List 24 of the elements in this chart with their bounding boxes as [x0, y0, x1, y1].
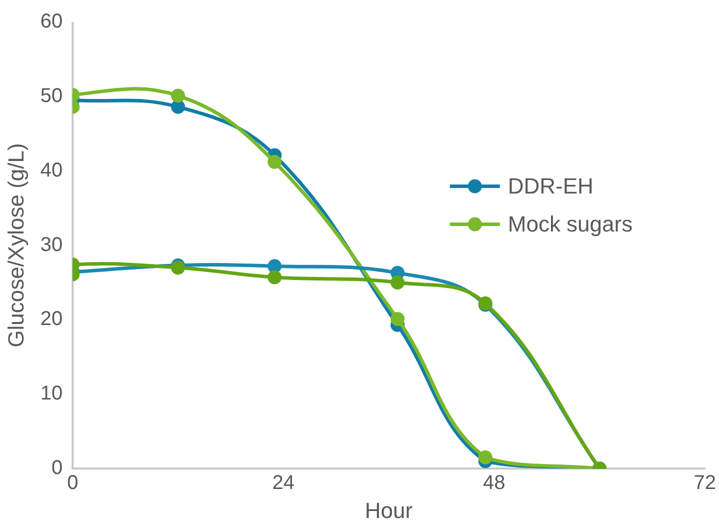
legend-label: Mock sugars [508, 211, 633, 236]
point [171, 100, 186, 114]
point [390, 312, 405, 326]
point [268, 259, 282, 274]
point [268, 154, 282, 169]
x-tick-label: 72 [694, 472, 716, 494]
y-tick-label: 40 [40, 159, 63, 182]
point [478, 450, 492, 464]
legend-label: DDR-EH [508, 173, 594, 198]
y-tick-label: 20 [40, 308, 63, 330]
y-tick-label: 50 [40, 84, 63, 107]
y-tick-label: 10 [40, 382, 63, 405]
point [390, 276, 405, 290]
point [268, 270, 282, 284]
point [171, 88, 186, 103]
y-tick-label: 0 [52, 457, 63, 480]
x-tick-label: 48 [483, 472, 506, 494]
x-axis-title: Hour [364, 498, 413, 523]
x-tick-label: 0 [67, 472, 78, 494]
point [171, 260, 186, 275]
y-tick-label: 60 [40, 10, 63, 33]
y-tick-label: 30 [40, 234, 63, 256]
y-axis-title: Glucose/Xylose (g/L) [3, 143, 28, 348]
x-tick-label: 24 [272, 472, 295, 494]
